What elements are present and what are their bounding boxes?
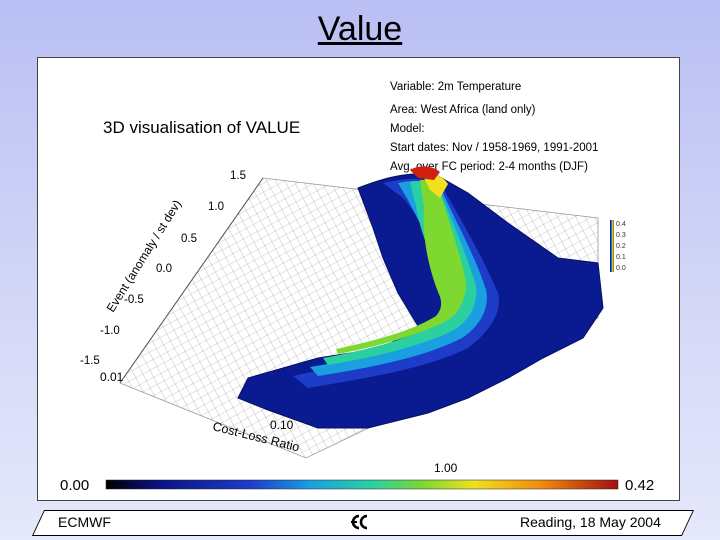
mini-scale-0.4: 0.4 — [616, 221, 626, 228]
mini-scale-0.3: 0.3 — [616, 232, 626, 239]
event-tick-1.5: 1.5 — [230, 170, 246, 182]
figure-panel: 3D visualisation of VALUE Variable: 2m T… — [37, 57, 680, 501]
event-axis-line — [119, 177, 264, 384]
event-tick-1.0: 1.0 — [208, 201, 224, 213]
info-model: Model: — [390, 123, 425, 135]
colorbar-min-label: 0.00 — [60, 477, 89, 494]
info-forecast-period: Avg. over FC period: 2-4 months (DJF) — [390, 161, 588, 173]
event-tick-0.5: 0.5 — [181, 233, 197, 245]
costloss-tick-0.10: 0.10 — [270, 418, 294, 432]
value-3d-plot: 3D visualisation of VALUE Variable: 2m T… — [60, 81, 654, 494]
event-axis-label: Event (anomaly / st dev) — [104, 197, 184, 314]
event-tick-neg1.5: -1.5 — [80, 355, 100, 367]
costloss-tick-0.01: 0.01 — [100, 370, 124, 384]
ecmwf-logo-icon — [351, 514, 368, 530]
colorbar — [105, 479, 619, 490]
info-area: Area: West Africa (land only) — [390, 104, 536, 116]
surface-peak-yellow — [423, 174, 448, 198]
mini-scale-0.2: 0.2 — [616, 243, 626, 250]
slide-title: Value — [317, 10, 403, 48]
info-start-dates: Start dates: Nov / 1958-1969, 1991-2001 — [390, 142, 598, 154]
costloss-tick-1.00: 1.00 — [434, 461, 458, 475]
figure-heading: 3D visualisation of VALUE — [103, 118, 300, 137]
info-variable: Variable: 2m Temperature — [390, 81, 521, 93]
footer-date: Reading, 18 May 2004 — [520, 514, 661, 530]
event-tick-0.0: 0.0 — [156, 263, 172, 275]
surface-peak-red — [410, 166, 440, 180]
footer-org: ECMWF — [58, 514, 111, 530]
event-tick-neg0.5: -0.5 — [124, 294, 144, 306]
surface-band-peak — [336, 179, 466, 354]
mini-value-scale — [610, 220, 614, 272]
colorbar-max-label: 0.42 — [625, 477, 654, 494]
mini-scale-0.1: 0.1 — [616, 254, 626, 261]
mini-scale-0.0: 0.0 — [616, 265, 626, 272]
event-tick-neg1.0: -1.0 — [100, 325, 120, 337]
